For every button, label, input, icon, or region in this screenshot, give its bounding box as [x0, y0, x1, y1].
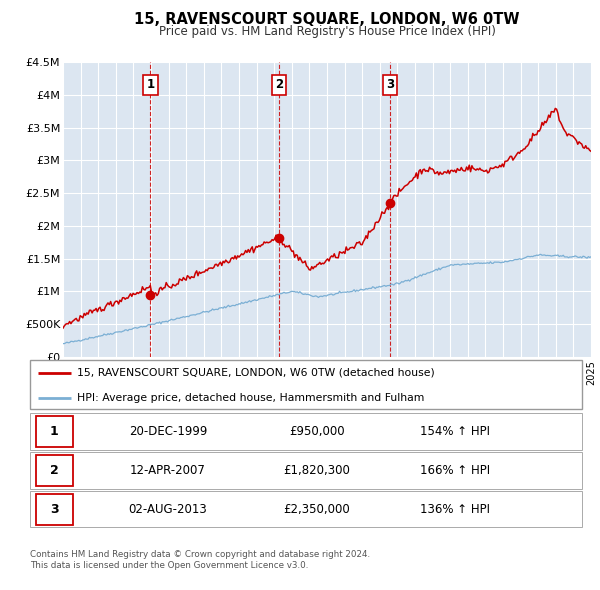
Text: 2: 2: [275, 78, 283, 91]
Text: Contains HM Land Registry data © Crown copyright and database right 2024.: Contains HM Land Registry data © Crown c…: [30, 550, 370, 559]
Text: 1: 1: [146, 78, 155, 91]
Text: 136% ↑ HPI: 136% ↑ HPI: [420, 503, 490, 516]
Bar: [35, 494, 73, 525]
Text: 20-DEC-1999: 20-DEC-1999: [129, 425, 207, 438]
Text: £2,350,000: £2,350,000: [284, 503, 350, 516]
Bar: [35, 416, 73, 447]
Text: 12-APR-2007: 12-APR-2007: [130, 464, 206, 477]
Text: 2: 2: [50, 464, 59, 477]
Text: HPI: Average price, detached house, Hammersmith and Fulham: HPI: Average price, detached house, Hamm…: [77, 393, 424, 403]
Text: Price paid vs. HM Land Registry's House Price Index (HPI): Price paid vs. HM Land Registry's House …: [158, 25, 496, 38]
Text: 1: 1: [50, 425, 59, 438]
Text: £1,820,300: £1,820,300: [284, 464, 350, 477]
Text: 166% ↑ HPI: 166% ↑ HPI: [420, 464, 490, 477]
Text: 3: 3: [50, 503, 59, 516]
Text: £950,000: £950,000: [289, 425, 345, 438]
Text: 15, RAVENSCOURT SQUARE, LONDON, W6 0TW: 15, RAVENSCOURT SQUARE, LONDON, W6 0TW: [134, 12, 520, 27]
Text: 3: 3: [386, 78, 394, 91]
Text: 15, RAVENSCOURT SQUARE, LONDON, W6 0TW (detached house): 15, RAVENSCOURT SQUARE, LONDON, W6 0TW (…: [77, 368, 434, 378]
Bar: [35, 455, 73, 486]
Text: This data is licensed under the Open Government Licence v3.0.: This data is licensed under the Open Gov…: [30, 560, 308, 569]
Text: 02-AUG-2013: 02-AUG-2013: [128, 503, 208, 516]
Text: 154% ↑ HPI: 154% ↑ HPI: [420, 425, 490, 438]
